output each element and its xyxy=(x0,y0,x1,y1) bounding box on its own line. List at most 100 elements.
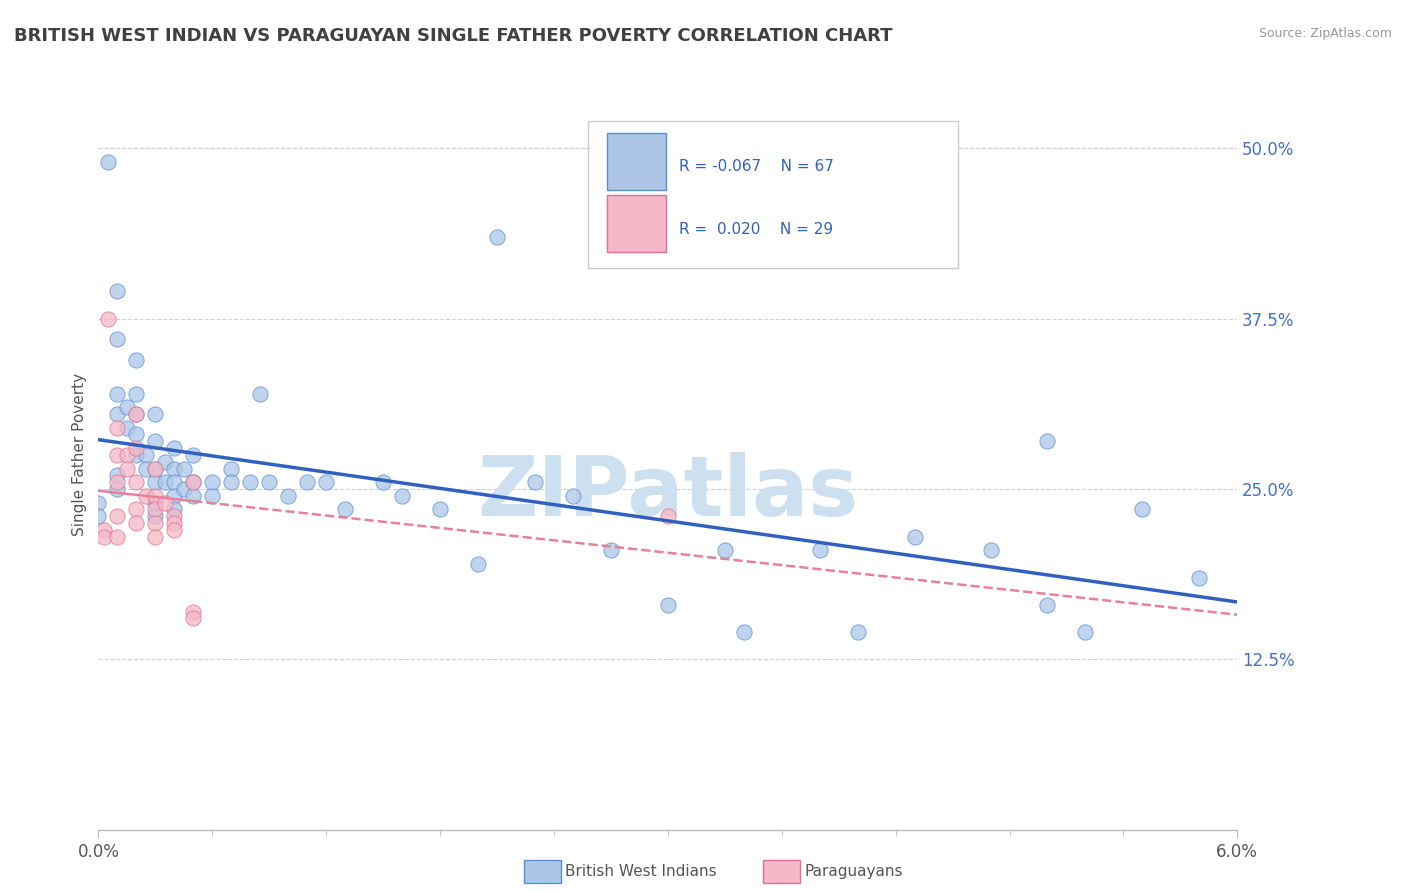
Point xyxy=(1132,502,1154,516)
Point xyxy=(221,461,243,475)
Point xyxy=(657,598,679,612)
Point xyxy=(524,475,547,490)
Point xyxy=(163,516,186,530)
Text: ZIPatlas: ZIPatlas xyxy=(478,452,858,533)
Point xyxy=(145,530,167,544)
Point xyxy=(486,230,509,244)
FancyBboxPatch shape xyxy=(588,121,959,268)
Point xyxy=(107,448,129,462)
Point xyxy=(183,489,205,503)
Point xyxy=(107,468,129,483)
Point xyxy=(249,386,271,401)
Point xyxy=(125,516,148,530)
Point xyxy=(107,386,129,401)
Point xyxy=(145,461,167,475)
Point xyxy=(145,509,167,524)
Point xyxy=(600,543,623,558)
Point xyxy=(1074,625,1097,640)
Point xyxy=(145,495,167,509)
FancyBboxPatch shape xyxy=(607,195,665,252)
Point xyxy=(93,523,115,537)
Point xyxy=(163,509,186,524)
Point xyxy=(183,475,205,490)
Point xyxy=(173,461,195,475)
Point xyxy=(87,495,110,509)
Point xyxy=(125,407,148,421)
Point xyxy=(107,285,129,299)
Point xyxy=(371,475,394,490)
Point xyxy=(1188,570,1211,584)
Point xyxy=(183,475,205,490)
Point xyxy=(145,475,167,490)
Text: Source: ZipAtlas.com: Source: ZipAtlas.com xyxy=(1258,27,1392,40)
Point xyxy=(107,482,129,496)
Point xyxy=(846,625,869,640)
Text: R =  0.020    N = 29: R = 0.020 N = 29 xyxy=(679,222,834,236)
Point xyxy=(259,475,281,490)
Point xyxy=(115,448,138,462)
Point xyxy=(135,489,157,503)
Point xyxy=(808,543,831,558)
Text: R = -0.067    N = 67: R = -0.067 N = 67 xyxy=(679,160,834,174)
Point xyxy=(657,509,679,524)
Point xyxy=(153,495,176,509)
Point xyxy=(153,455,176,469)
Point xyxy=(714,543,737,558)
Point xyxy=(93,530,115,544)
Point xyxy=(115,401,138,415)
Point xyxy=(335,502,357,516)
Point xyxy=(97,155,120,169)
Point xyxy=(145,461,167,475)
Point xyxy=(163,441,186,455)
Point xyxy=(125,407,148,421)
Text: BRITISH WEST INDIAN VS PARAGUAYAN SINGLE FATHER POVERTY CORRELATION CHART: BRITISH WEST INDIAN VS PARAGUAYAN SINGLE… xyxy=(14,27,893,45)
Point xyxy=(145,489,167,503)
Point xyxy=(183,611,205,625)
Point xyxy=(201,489,224,503)
Point xyxy=(125,352,148,367)
Point xyxy=(125,386,148,401)
Point xyxy=(297,475,319,490)
Point xyxy=(467,557,489,571)
Point xyxy=(125,448,148,462)
Point xyxy=(163,475,186,490)
Point xyxy=(125,502,148,516)
Point xyxy=(107,420,129,434)
Point xyxy=(163,502,186,516)
Point xyxy=(135,461,157,475)
Point xyxy=(115,461,138,475)
Point xyxy=(107,475,129,490)
Text: Paraguayans: Paraguayans xyxy=(804,864,903,879)
Point xyxy=(904,530,927,544)
Text: British West Indians: British West Indians xyxy=(565,864,717,879)
Point xyxy=(153,475,176,490)
Point xyxy=(145,502,167,516)
FancyBboxPatch shape xyxy=(607,133,665,190)
Point xyxy=(97,311,120,326)
Point xyxy=(107,332,129,346)
Point xyxy=(391,489,413,503)
Point xyxy=(1036,598,1059,612)
Point xyxy=(115,420,138,434)
Point xyxy=(980,543,1002,558)
Point xyxy=(315,475,337,490)
Y-axis label: Single Father Poverty: Single Father Poverty xyxy=(72,374,87,536)
Point xyxy=(107,509,129,524)
Point xyxy=(107,407,129,421)
Point xyxy=(201,475,224,490)
Point xyxy=(145,407,167,421)
Point xyxy=(163,489,186,503)
Point xyxy=(145,516,167,530)
Point xyxy=(183,448,205,462)
Point xyxy=(239,475,262,490)
Point xyxy=(107,530,129,544)
Point xyxy=(125,475,148,490)
Point xyxy=(562,489,585,503)
Point xyxy=(173,482,195,496)
Point xyxy=(125,441,148,455)
Point xyxy=(163,523,186,537)
Point xyxy=(145,434,167,449)
Point xyxy=(163,461,186,475)
Point xyxy=(1036,434,1059,449)
Point xyxy=(277,489,299,503)
